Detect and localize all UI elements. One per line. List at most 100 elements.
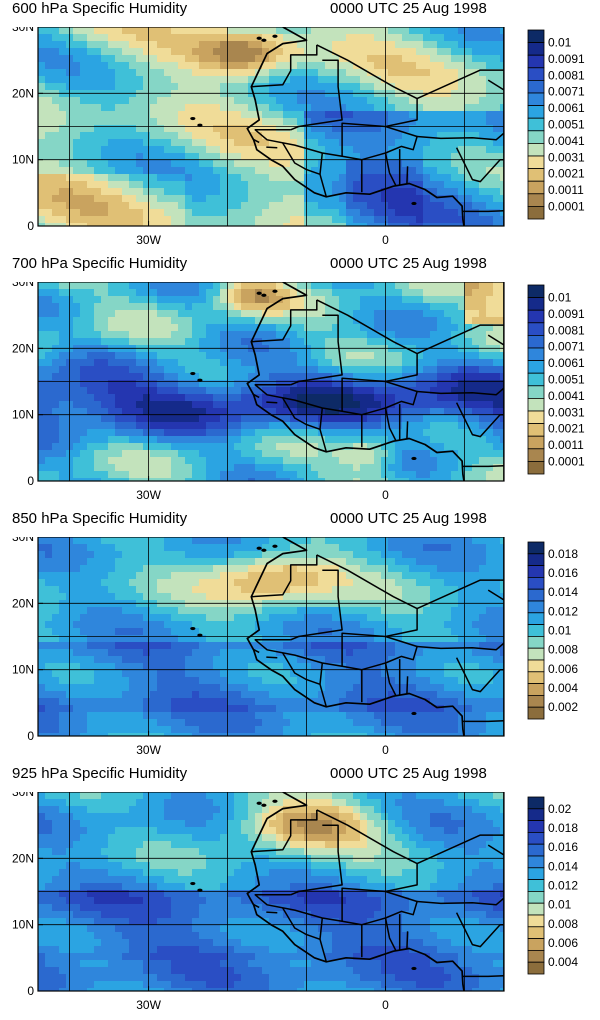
- colorbar-label: 0.0001: [548, 454, 585, 468]
- y-tick-label: 30N: [12, 282, 34, 289]
- colorbar-box: [527, 360, 545, 374]
- colorbar-box: [527, 385, 545, 399]
- colorbar-box: [527, 961, 545, 975]
- y-tick-label: 30N: [12, 27, 34, 34]
- colorbar-box: [527, 577, 545, 590]
- colorbar-box: [527, 80, 545, 94]
- colorbar-box: [527, 284, 545, 299]
- colorbar-box: [527, 29, 545, 44]
- colorbar-label: 0.0081: [548, 68, 585, 82]
- y-tick-label: 10N: [12, 153, 34, 167]
- x-tick-label: 0: [382, 233, 389, 247]
- y-tick-label: 20N: [12, 86, 34, 100]
- colorbar-box: [527, 694, 545, 708]
- colorbar-box: [527, 155, 545, 170]
- colorbar-box: [527, 647, 545, 661]
- colorbar: 0.01 0.0091 0.0081 0.0071 0.0061 0.0051 0.0041…: [527, 284, 585, 475]
- humidity-field: [38, 792, 504, 991]
- colorbar-box: [527, 372, 545, 387]
- y-tick-label: 0: [27, 984, 34, 998]
- x-tick-label: 0: [382, 488, 389, 502]
- panel-700hpa: 700 hPa Specific Humidity 0000 UTC 25 Au…: [0, 255, 600, 510]
- colorbar-box: [527, 867, 545, 881]
- colorbar-label: 0.0061: [548, 101, 585, 115]
- colorbar-box: [527, 926, 545, 940]
- colorbar-box: [527, 683, 545, 696]
- colorbar-box: [527, 891, 545, 904]
- colorbar-label: 0.02: [548, 802, 572, 816]
- colorbar-box: [527, 309, 545, 324]
- colorbar-box: [527, 671, 545, 685]
- colorbar-box: [527, 435, 545, 450]
- humidity-field: [38, 282, 504, 481]
- colorbar-label: 0.016: [548, 840, 578, 854]
- colorbar-box: [527, 347, 545, 362]
- colorbar-box: [527, 588, 545, 602]
- colorbar-box: [527, 180, 545, 195]
- coastlines-and-borders: [190, 792, 504, 991]
- x-tick-label: 0: [382, 998, 389, 1012]
- colorbar-label: 0.006: [548, 936, 578, 950]
- humidity-field: [38, 537, 504, 736]
- colorbar-box: [527, 335, 545, 349]
- colorbar-box: [527, 553, 545, 566]
- colorbar-box: [527, 67, 545, 81]
- colorbar-label: 0.006: [548, 662, 578, 676]
- humidity-map: 30N 20N 10N 0 30W 0: [12, 537, 505, 757]
- coastlines-and-borders: [190, 282, 504, 481]
- colorbar-label: 0.0021: [548, 167, 585, 181]
- panel-date: 0000 UTC 25 Aug 1998: [330, 510, 487, 527]
- colorbar: 0.02 0.018 0.016 0.014 0.012 0.01 0.008 0.006 0.…: [527, 796, 578, 975]
- colorbar-box: [527, 565, 545, 578]
- y-tick-label: 20N: [12, 851, 34, 865]
- colorbar-box: [527, 322, 545, 336]
- y-tick-label: 20N: [12, 596, 34, 610]
- panel-date: 0000 UTC 25 Aug 1998: [330, 255, 487, 272]
- colorbar-label: 0.018: [548, 821, 578, 835]
- colorbar-box: [527, 808, 545, 821]
- colorbar-box: [527, 42, 545, 56]
- colorbar: 0.018 0.016 0.014 0.012 0.01 0.008 0.006 0.004 0…: [527, 541, 578, 720]
- colorbar-box: [527, 130, 545, 144]
- colorbar-label: 0.0011: [548, 438, 584, 452]
- colorbar-box: [527, 659, 545, 673]
- x-tick-label: 30W: [136, 488, 161, 502]
- colorbar-box: [527, 193, 545, 207]
- colorbar-box: [527, 142, 545, 157]
- colorbar-box: [527, 541, 545, 555]
- humidity-map: 30N 20N 10N 0 30W 0: [12, 282, 505, 502]
- colorbar-box: [527, 938, 545, 951]
- colorbar-label: 0.01: [548, 36, 572, 50]
- colorbar-box: [527, 117, 545, 132]
- colorbar-box: [527, 820, 545, 833]
- colorbar-box: [527, 914, 545, 928]
- colorbar-label: 0.0091: [548, 307, 585, 321]
- panel-925hpa: 925 hPa Specific Humidity 0000 UTC 25 Au…: [0, 765, 600, 1020]
- colorbar-box: [527, 949, 545, 963]
- colorbar-box: [527, 624, 545, 637]
- colorbar-label: 0.0031: [548, 150, 585, 164]
- panel-date: 0000 UTC 25 Aug 1998: [330, 765, 487, 782]
- colorbar-box: [527, 902, 545, 916]
- panel-title: 925 hPa Specific Humidity: [12, 765, 188, 782]
- graticule: [38, 27, 504, 226]
- colorbar-box: [527, 879, 545, 892]
- x-tick-label: 30W: [136, 233, 161, 247]
- colorbar-box: [527, 54, 545, 69]
- y-tick-label: 10N: [12, 408, 34, 422]
- colorbar-box: [527, 460, 545, 475]
- y-tick-label: 30N: [12, 792, 34, 799]
- y-tick-label: 30N: [12, 537, 34, 544]
- colorbar-label: 0.0021: [548, 422, 585, 436]
- panel-600hpa: 600 hPa Specific Humidity 0000 UTC 25 Au…: [0, 0, 600, 255]
- colorbar-label: 0.01: [548, 291, 572, 305]
- x-tick-label: 30W: [136, 998, 161, 1012]
- panel-title: 700 hPa Specific Humidity: [12, 255, 188, 272]
- y-tick-label: 10N: [12, 918, 34, 932]
- colorbar-label: 0.008: [548, 643, 578, 657]
- colorbar-label: 0.004: [548, 955, 578, 969]
- colorbar-label: 0.0041: [548, 134, 585, 148]
- colorbar-label: 0.012: [548, 879, 578, 893]
- colorbar-box: [527, 168, 545, 182]
- panel-title: 600 hPa Specific Humidity: [12, 0, 188, 17]
